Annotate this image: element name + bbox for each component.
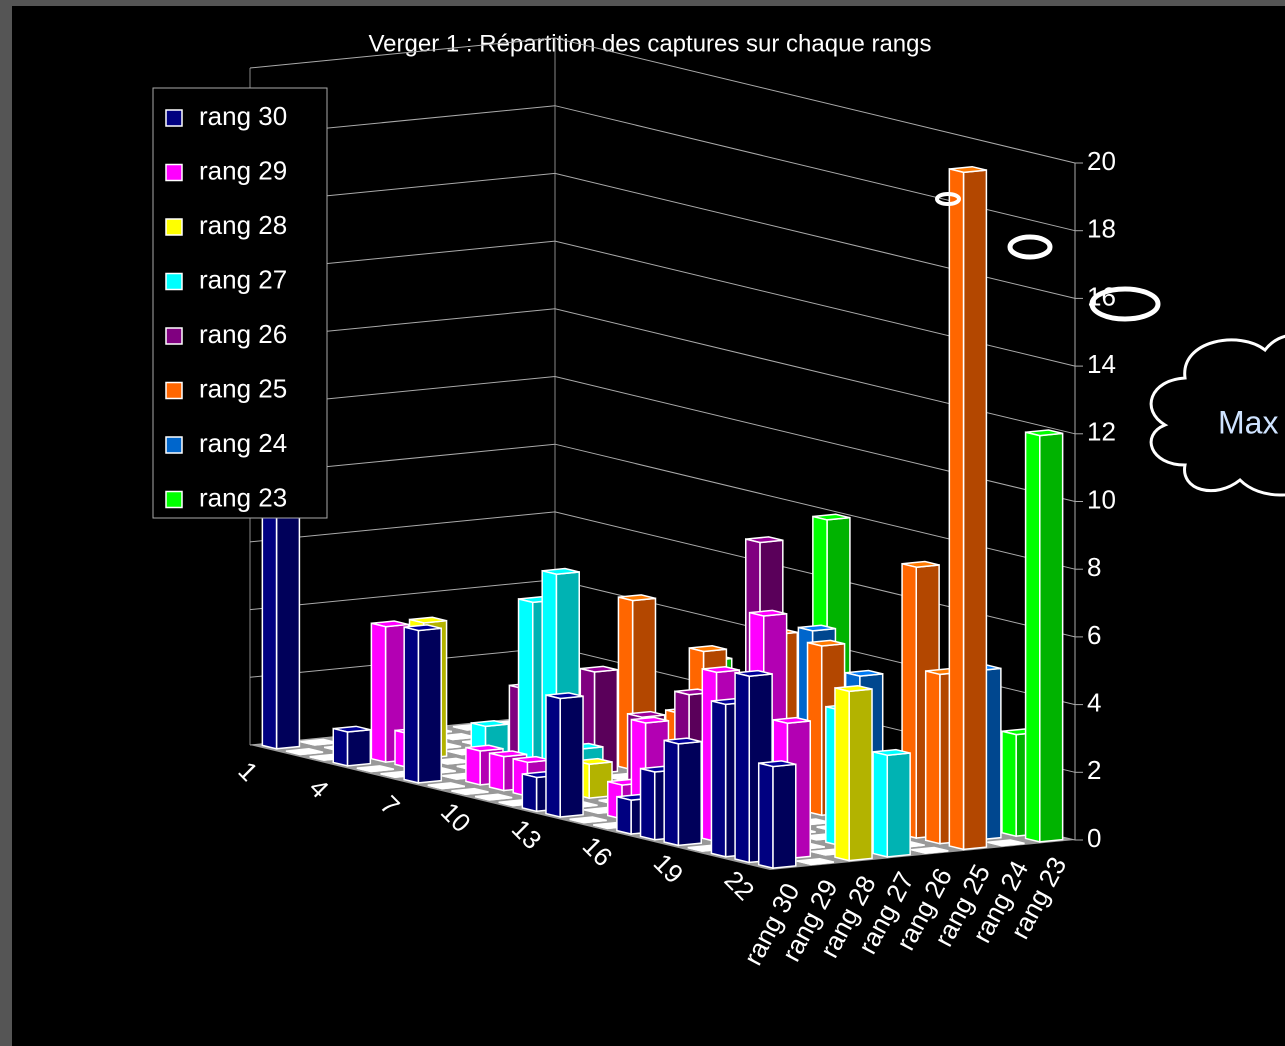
bar xyxy=(262,506,299,749)
bar-side xyxy=(560,696,583,817)
bar-front xyxy=(546,695,560,817)
bar-front xyxy=(466,748,480,785)
bar-front xyxy=(1026,432,1040,842)
bar-front xyxy=(371,623,385,762)
legend-swatch xyxy=(166,437,182,453)
bar-side xyxy=(773,764,796,868)
legend-swatch xyxy=(166,165,182,181)
legend-swatch xyxy=(166,110,182,126)
annotation-text: Max xyxy=(1218,404,1278,440)
legend-swatch xyxy=(166,274,182,290)
bar xyxy=(949,167,986,850)
legend-label: rang 28 xyxy=(199,210,287,240)
y-tick-label: 0 xyxy=(1087,823,1101,853)
y-tick-label: 8 xyxy=(1087,552,1101,582)
legend-label: rang 23 xyxy=(199,482,287,512)
y-tick-label: 4 xyxy=(1087,687,1101,717)
y-tick-label: 14 xyxy=(1087,349,1116,379)
bar-front xyxy=(873,752,887,857)
bar-side xyxy=(418,628,441,783)
bar-side xyxy=(887,753,910,857)
bar xyxy=(404,625,441,783)
legend-label: rang 30 xyxy=(199,101,287,131)
bar-front xyxy=(759,763,773,868)
bar-front xyxy=(735,673,749,863)
bar-front xyxy=(522,774,536,811)
page: Verger 1 : Répartition des captures sur … xyxy=(0,0,1285,1046)
y-tick-label: 6 xyxy=(1087,620,1101,650)
bar-side xyxy=(347,730,370,766)
bar-front xyxy=(519,599,533,772)
bar-front xyxy=(490,753,504,790)
legend-swatch xyxy=(166,328,182,344)
bar-front xyxy=(949,169,963,849)
bar-side xyxy=(277,510,300,749)
y-tick-label: 18 xyxy=(1087,214,1116,244)
legend-label: rang 25 xyxy=(199,373,287,403)
chart: Verger 1 : Répartition des captures sur … xyxy=(0,0,1285,1046)
legend-label: rang 26 xyxy=(199,319,287,349)
y-tick-label: 2 xyxy=(1087,755,1101,785)
legend-label: rang 29 xyxy=(199,155,287,185)
bar-front xyxy=(404,627,418,783)
bar-front xyxy=(262,508,276,748)
bar xyxy=(1026,430,1063,842)
bar xyxy=(873,750,910,857)
y-tick-label: 20 xyxy=(1087,146,1116,176)
chart-title: Verger 1 : Répartition des captures sur … xyxy=(369,30,932,57)
bar xyxy=(759,761,796,868)
bar-front xyxy=(1002,731,1016,836)
bar-front xyxy=(835,688,849,861)
bar-side xyxy=(849,689,872,861)
bar xyxy=(835,686,872,861)
bar-side xyxy=(964,170,987,849)
legend: rang 30 rang 29 rang 28 rang 27 rang 26 rang … xyxy=(153,88,327,518)
legend-label: rang 24 xyxy=(199,428,287,458)
bar-front xyxy=(617,797,631,834)
bar xyxy=(333,726,370,766)
bar-front xyxy=(664,740,678,845)
bar xyxy=(664,738,701,845)
bar-front xyxy=(641,769,655,840)
legend-swatch xyxy=(166,492,182,508)
y-tick-label: 10 xyxy=(1087,484,1116,514)
bar-front xyxy=(333,729,347,766)
bar-front xyxy=(926,671,940,844)
legend-swatch xyxy=(166,219,182,235)
bar-front xyxy=(711,701,725,857)
bar xyxy=(546,693,583,817)
bar-side xyxy=(678,742,701,846)
legend-swatch xyxy=(166,383,182,399)
bar-side xyxy=(1040,433,1063,841)
y-tick-label: 12 xyxy=(1087,417,1116,447)
legend-label: rang 27 xyxy=(199,264,287,294)
